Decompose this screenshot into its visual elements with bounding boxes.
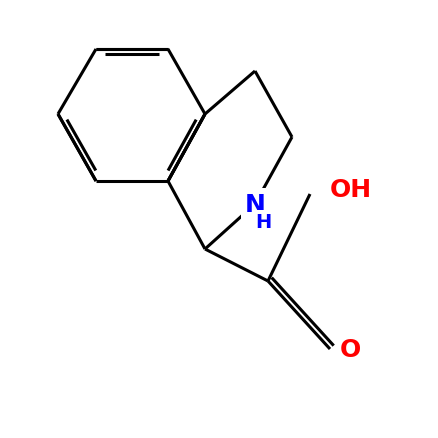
Text: OH: OH bbox=[329, 177, 371, 201]
Text: H: H bbox=[254, 213, 271, 232]
Text: N: N bbox=[244, 193, 265, 216]
Text: O: O bbox=[339, 337, 360, 361]
